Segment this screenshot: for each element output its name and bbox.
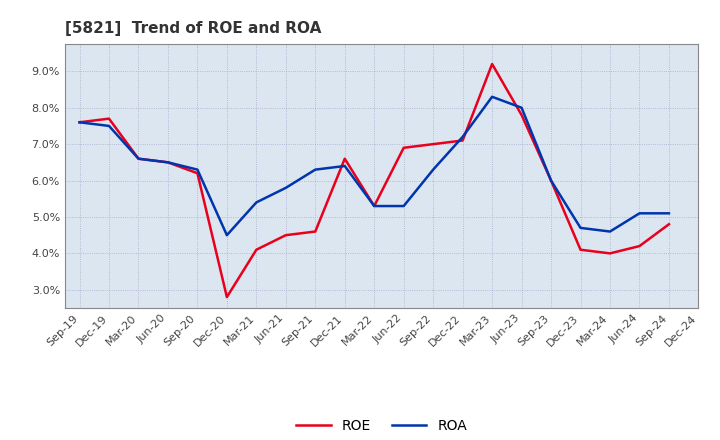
ROA	[429, 167, 438, 172]
ROE	[163, 160, 172, 165]
ROA	[370, 203, 379, 209]
ROA	[665, 211, 673, 216]
ROE	[222, 294, 231, 300]
ROE	[341, 156, 349, 161]
ROA	[75, 120, 84, 125]
ROA	[635, 211, 644, 216]
ROE	[193, 171, 202, 176]
ROE	[635, 243, 644, 249]
ROA	[163, 160, 172, 165]
ROE	[576, 247, 585, 253]
ROA	[606, 229, 614, 234]
ROE	[400, 145, 408, 150]
ROA	[517, 105, 526, 110]
ROA	[400, 203, 408, 209]
ROE	[665, 222, 673, 227]
ROE	[429, 142, 438, 147]
ROE	[487, 62, 496, 67]
ROE	[606, 251, 614, 256]
ROA	[104, 123, 113, 128]
ROE	[252, 247, 261, 253]
ROE	[311, 229, 320, 234]
Line: ROE: ROE	[79, 64, 669, 297]
ROA	[576, 225, 585, 231]
ROA	[341, 163, 349, 169]
ROA	[546, 178, 555, 183]
Text: [5821]  Trend of ROE and ROA: [5821] Trend of ROE and ROA	[65, 21, 321, 36]
ROA	[282, 185, 290, 191]
ROE	[370, 203, 379, 209]
ROE	[546, 178, 555, 183]
Line: ROA: ROA	[79, 97, 669, 235]
ROE	[134, 156, 143, 161]
ROA	[252, 200, 261, 205]
ROE	[104, 116, 113, 121]
ROA	[459, 134, 467, 139]
ROA	[311, 167, 320, 172]
ROA	[193, 167, 202, 172]
ROA	[222, 232, 231, 238]
ROE	[75, 120, 84, 125]
ROE	[282, 232, 290, 238]
ROA	[487, 94, 496, 99]
ROE	[517, 112, 526, 117]
Legend: ROE, ROA: ROE, ROA	[290, 413, 473, 438]
ROA	[134, 156, 143, 161]
ROE	[459, 138, 467, 143]
